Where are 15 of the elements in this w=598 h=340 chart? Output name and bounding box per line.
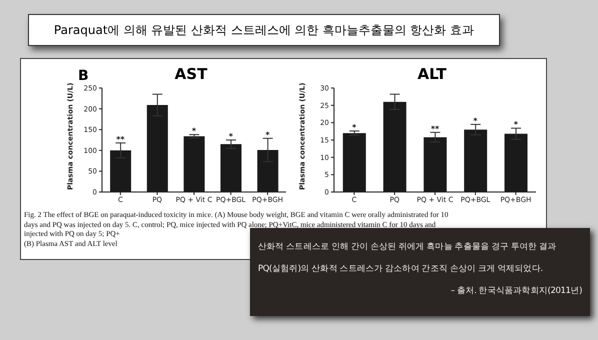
- annotation: *: [266, 130, 271, 140]
- annotation: *: [228, 132, 234, 141]
- text: 산화적 스트레스로 인해 간이 손상된 쥐에게 흑마늘 추출물을 경구 투여한 결과: [258, 241, 558, 254]
- chart-title: ALT: [416, 65, 448, 83]
- chart-title: AST: [174, 65, 208, 83]
- annotation: *: [514, 120, 519, 130]
- annotation: **: [430, 124, 440, 134]
- annotation: *: [473, 116, 478, 126]
- annotation: *: [192, 126, 197, 136]
- annotation: **: [116, 134, 126, 144]
- text: PQ(실험쥐)의 산화적 스트레스가 감소하여 간조직 손상이 크게 억제되었다.: [258, 263, 544, 276]
- text: Paraquat에 의해 유발된 산화적 스트레스에 의한 흑마늘추출물의 항산화 효과: [28, 14, 500, 46]
- annotation: *: [352, 122, 358, 132]
- text: B: [78, 68, 89, 84]
- text: – 출처. 한국식품과학회지(2011년): [450, 285, 582, 298]
